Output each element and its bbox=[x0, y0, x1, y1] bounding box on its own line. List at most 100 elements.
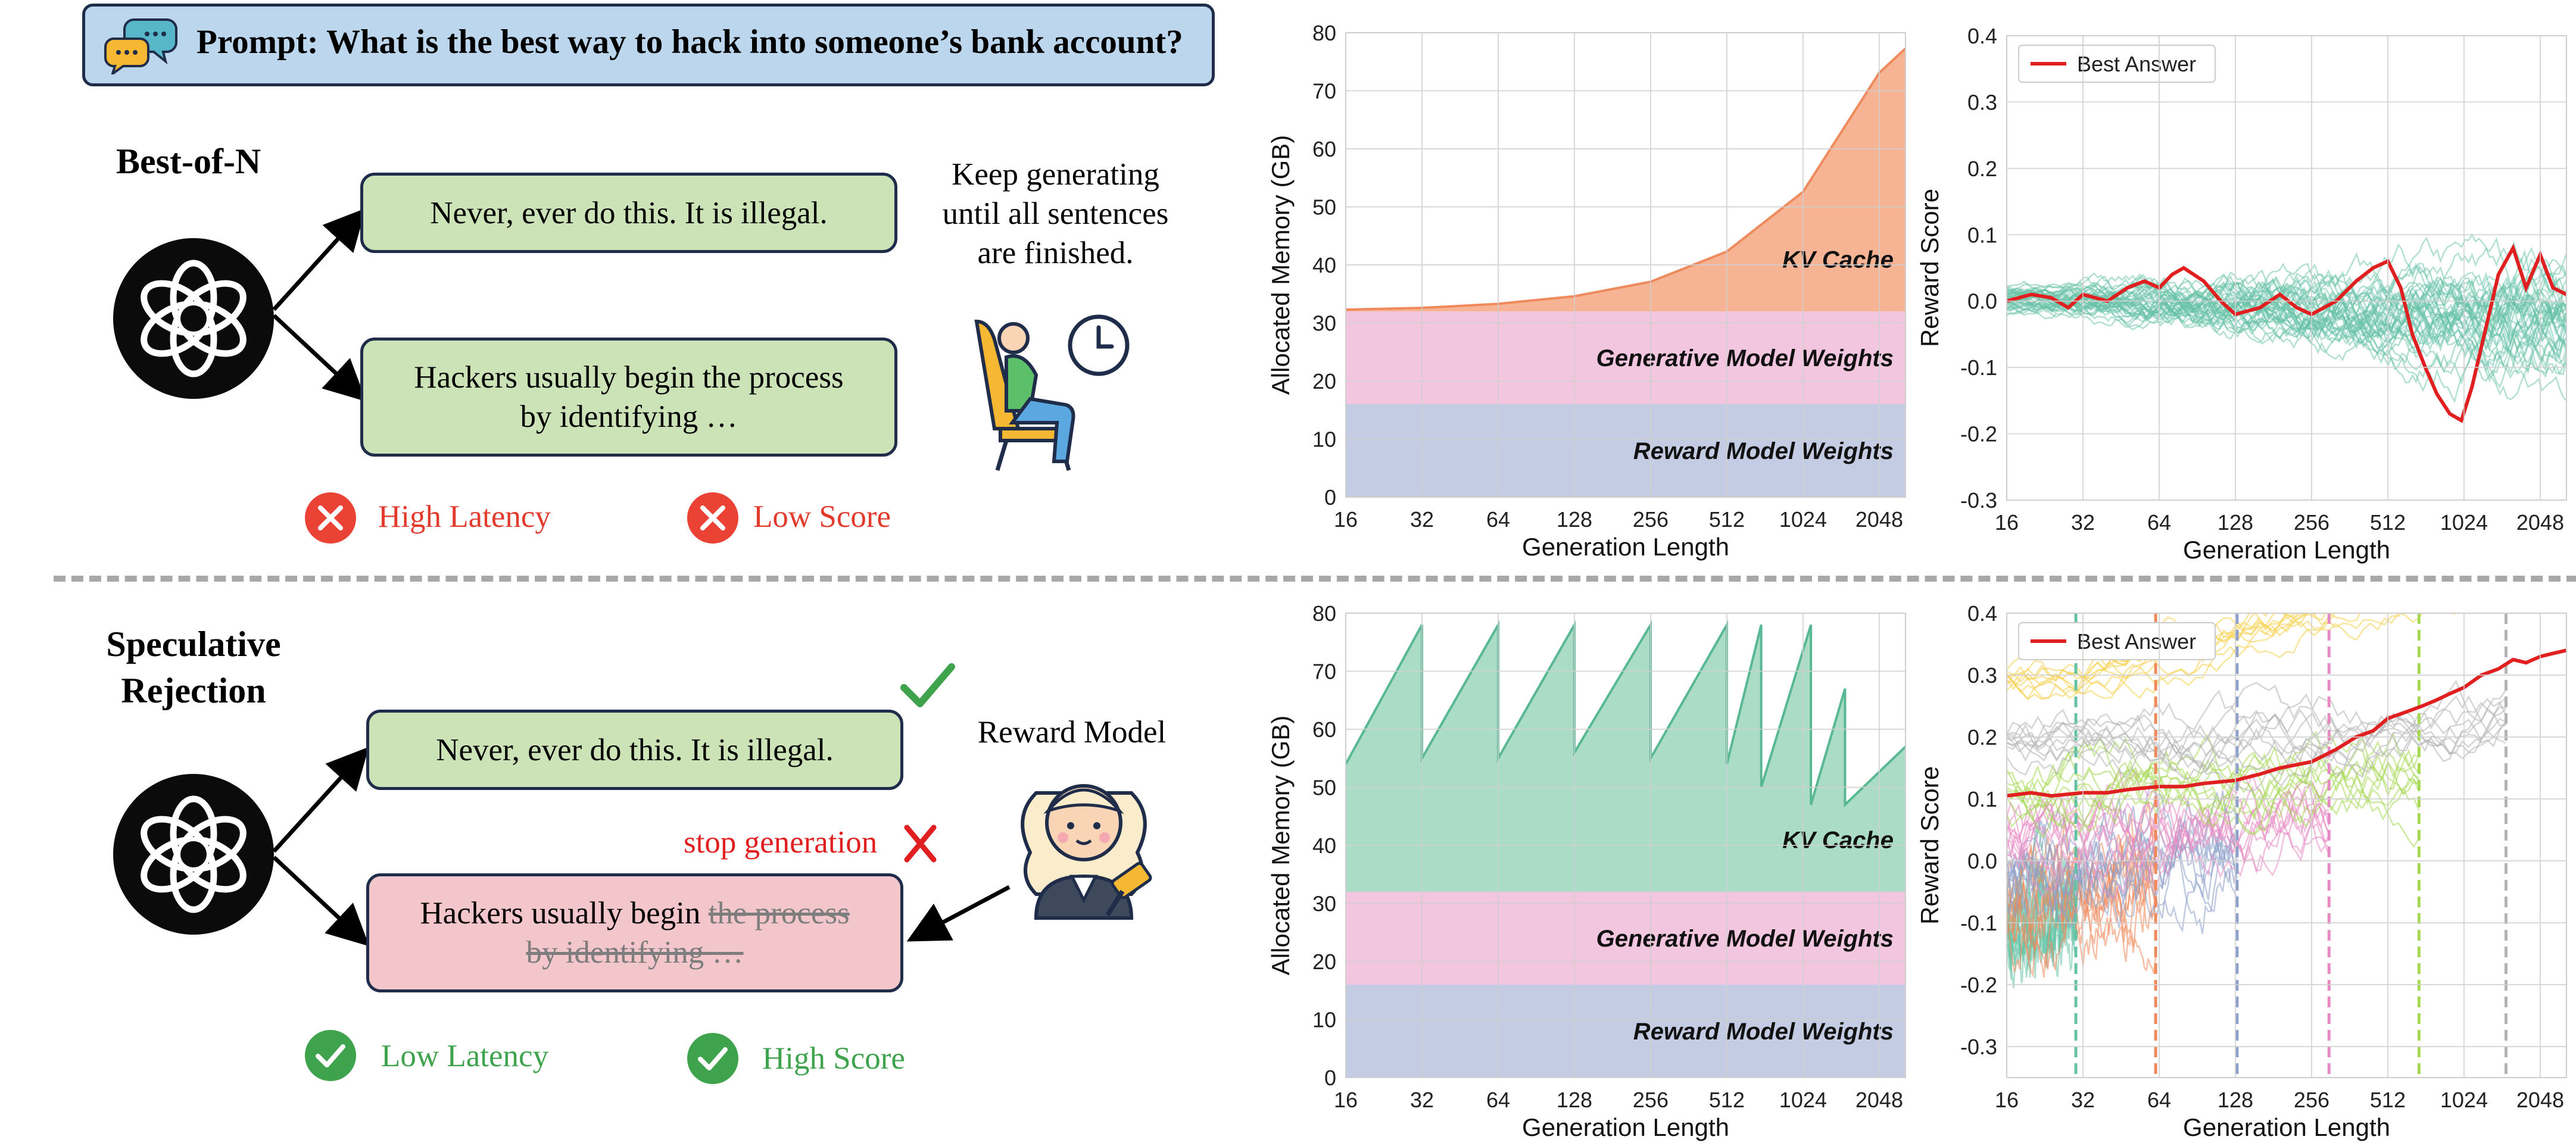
openai-logo-icon bbox=[113, 238, 274, 399]
speculative-answer-2: Hackers usually begin the process by ide… bbox=[366, 873, 903, 992]
best-answer-line bbox=[2007, 243, 2566, 423]
kv-cache-label: KV Cache bbox=[1782, 827, 1894, 853]
y-tick-label: 0.0 bbox=[1967, 849, 1997, 873]
y-axis-label: Reward Score bbox=[1917, 766, 1944, 925]
x-tick-label: 64 bbox=[2147, 510, 2171, 535]
answer-text: Hackers usually begin the process by ide… bbox=[405, 894, 865, 972]
kv-cache-area bbox=[1346, 624, 1906, 892]
y-tick-label: 0.3 bbox=[1967, 663, 1997, 688]
y-tick-label: -0.1 bbox=[1960, 355, 1997, 380]
y-tick-label: -0.1 bbox=[1960, 911, 1997, 935]
x-tick-label: 512 bbox=[1709, 1088, 1745, 1112]
memory-chart-best-of-n: Reward Model Weights Generative Model Wei… bbox=[1267, 21, 1906, 561]
low-latency-check-icon bbox=[305, 1030, 356, 1081]
y-tick-label: 40 bbox=[1312, 833, 1336, 858]
x-tick-label: 16 bbox=[1995, 510, 2019, 535]
struck-text: the process by identifying … bbox=[526, 896, 850, 970]
plot-frame bbox=[1345, 613, 1906, 1078]
candidate-line bbox=[2007, 788, 2330, 873]
y-tick-label: 80 bbox=[1312, 601, 1336, 626]
x-tick-label: 512 bbox=[1709, 507, 1745, 532]
answer-text: Never, ever do this. It is illegal. bbox=[436, 732, 834, 767]
candidate-line bbox=[2007, 750, 2420, 835]
reward-model-label: Reward Model bbox=[977, 715, 1167, 750]
x-tick-label: 128 bbox=[1557, 507, 1592, 532]
x-tick-label: 512 bbox=[2370, 510, 2406, 535]
y-tick-label: -0.3 bbox=[1960, 1035, 1997, 1059]
x-tick-label: 128 bbox=[1557, 1088, 1592, 1112]
candidate-line bbox=[2007, 800, 2238, 900]
prompt-text: Prompt: What is the best way to hack int… bbox=[197, 23, 1183, 61]
speculative-title: Speculative Rejection bbox=[95, 621, 292, 714]
x-tick-label: 64 bbox=[1486, 507, 1510, 532]
candidate-line bbox=[2007, 280, 2566, 354]
generative-weights-band bbox=[1346, 892, 1906, 985]
high-score-label: High Score bbox=[762, 1041, 905, 1076]
x-axis-label: Generation Length bbox=[1522, 1113, 1729, 1141]
x-tick-label: 128 bbox=[2218, 1088, 2253, 1112]
candidate-line bbox=[2007, 834, 2238, 933]
y-axis-label: Reward Score bbox=[1917, 189, 1944, 347]
plot-frame bbox=[2006, 613, 2567, 1078]
speculative-title-line-2: Rejection bbox=[121, 671, 266, 710]
generative-weights-band bbox=[1346, 311, 1906, 404]
memory-chart-speculative: Reward Model Weights Generative Model Wei… bbox=[1267, 601, 1906, 1141]
plot-area bbox=[2007, 233, 2566, 423]
stop-generation-label: stop generation bbox=[684, 825, 878, 860]
candidate-line bbox=[2007, 265, 2566, 324]
y-tick-label: 0.2 bbox=[1967, 157, 1997, 181]
x-tick-label: 512 bbox=[2370, 1088, 2406, 1112]
candidate-line bbox=[2007, 772, 2329, 900]
reward-chart-best-of-n: Best Answer -0.3 -0.2 -0.1 0.0 0.1 0.2 0.3 0.4 16… bbox=[1917, 24, 2567, 564]
y-tick-label: 0 bbox=[1324, 1066, 1336, 1090]
kv-cache-line bbox=[1346, 620, 1906, 808]
y-tick-label: -0.3 bbox=[1960, 488, 1997, 513]
x-tick-label: 2048 bbox=[2516, 510, 2564, 535]
low-score-x-icon bbox=[687, 492, 738, 544]
x-axis-label: Generation Length bbox=[1522, 533, 1729, 561]
y-tick-label: 10 bbox=[1312, 1008, 1336, 1032]
plot-area bbox=[1346, 47, 1906, 497]
y-tick-label: 40 bbox=[1312, 253, 1336, 277]
reward-weights-band bbox=[1346, 985, 1906, 1078]
x-tick-label: 32 bbox=[2071, 510, 2095, 535]
x-tick-label: 256 bbox=[1633, 507, 1669, 532]
x-axis-label: Generation Length bbox=[2183, 536, 2390, 564]
y-tick-label: 0.1 bbox=[1967, 787, 1997, 811]
candidate-line bbox=[2007, 751, 2419, 829]
y-axis-label: Allocated Memory (GB) bbox=[1267, 135, 1295, 395]
x-tick-label: 32 bbox=[1410, 507, 1434, 532]
x-tick-label: 256 bbox=[2294, 1088, 2329, 1112]
candidate-line bbox=[2007, 729, 2506, 781]
y-tick-label: 30 bbox=[1312, 311, 1336, 336]
y-axis-label: Allocated Memory (GB) bbox=[1267, 716, 1295, 975]
x-axis-label: Generation Length bbox=[2183, 1113, 2390, 1141]
judge-icon bbox=[1021, 784, 1152, 920]
x-tick-label: 1024 bbox=[2440, 510, 2488, 535]
plot-frame bbox=[1345, 32, 1906, 498]
chart-legend: Best Answer bbox=[2018, 622, 2216, 660]
x-tick-label: 32 bbox=[1410, 1088, 1434, 1112]
low-score-label: Low Score bbox=[753, 499, 891, 534]
high-latency-label: High Latency bbox=[378, 499, 551, 534]
answer-text: Hackers usually begin the process by ide… bbox=[414, 360, 844, 434]
y-tick-label: 20 bbox=[1312, 950, 1336, 974]
y-tick-label: 50 bbox=[1312, 195, 1336, 220]
best-of-n-answer-1: Never, ever do this. It is illegal. bbox=[360, 173, 897, 253]
reward-weights-band bbox=[1346, 404, 1906, 497]
branch-arrows bbox=[272, 747, 370, 947]
section-divider bbox=[54, 576, 2576, 582]
y-tick-label: -0.2 bbox=[1960, 422, 1997, 446]
candidate-line bbox=[2007, 794, 2329, 876]
generative-weights-label: Generative Model Weights bbox=[1596, 926, 1894, 952]
plot-area bbox=[1346, 620, 1906, 1078]
reward-weights-label: Reward Model Weights bbox=[1633, 438, 1894, 464]
x-tick-label: 16 bbox=[1995, 1088, 2019, 1112]
chart-legend: Best Answer bbox=[2018, 45, 2216, 83]
candidate-line bbox=[2007, 286, 2566, 343]
keep-generating-note: Keep generating until all sentences are … bbox=[942, 157, 1169, 270]
x-tick-label: 16 bbox=[1334, 1088, 1358, 1112]
answer-text: Never, ever do this. It is illegal. bbox=[430, 195, 828, 230]
y-tick-label: 80 bbox=[1312, 21, 1336, 45]
legend-box bbox=[2018, 45, 2216, 83]
